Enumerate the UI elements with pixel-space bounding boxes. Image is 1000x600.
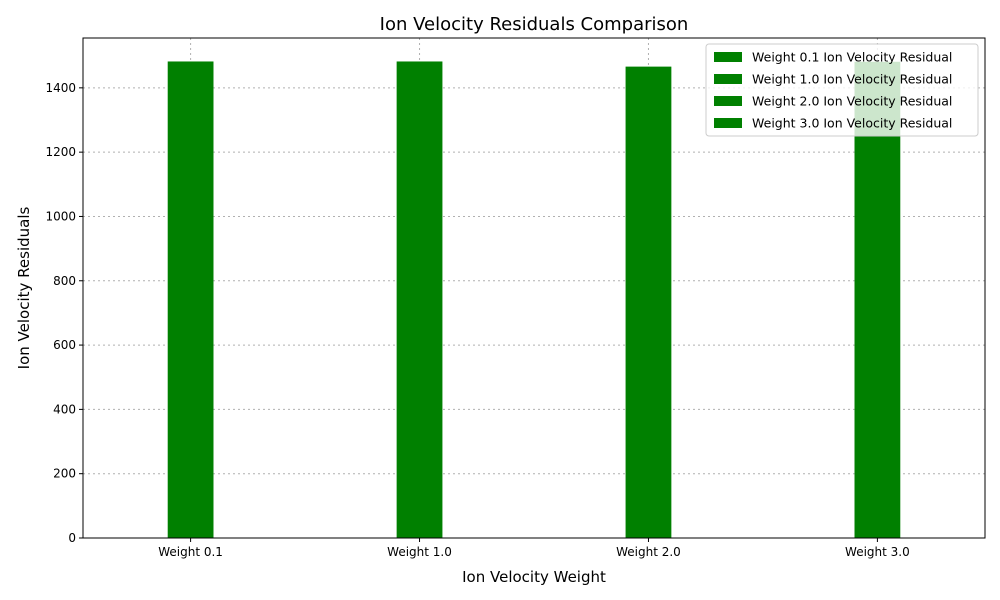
bar-1 (167, 61, 214, 539)
y-tick-label: 800 (53, 274, 76, 288)
plot-frame (82, 37, 986, 539)
legend-entry: Weight 2.0 Ion Velocity Residual (752, 94, 952, 109)
chart-title: Ion Velocity Residuals Comparison (380, 14, 689, 35)
y-tick-label: 600 (53, 338, 76, 352)
legend-swatch (714, 96, 742, 106)
bars (167, 61, 901, 539)
y-tick-label: 200 (53, 467, 76, 481)
bar-3 (625, 66, 672, 538)
bar-4 (854, 61, 901, 538)
axis-ticks: 0 200 400 600 800 1000 1200 1400 Weight 0.1 Weigh… (45, 81, 909, 559)
y-tick-label: 400 (53, 402, 76, 416)
y-axis-label: Ion Velocity Residuals (15, 206, 33, 369)
x-tick-label: Weight 1.0 (387, 545, 452, 559)
y-tick-label: 0 (68, 531, 76, 545)
legend-box (705, 43, 979, 137)
y-tick-label: 1400 (45, 81, 76, 95)
legend-swatch (714, 74, 742, 84)
legend-swatch (714, 118, 742, 128)
legend-entry: Weight 3.0 Ion Velocity Residual (752, 116, 952, 131)
legend-swatch (714, 52, 742, 62)
y-tick-label: 1000 (45, 209, 76, 223)
y-tick-label: 1200 (45, 145, 76, 159)
x-tick-label: Weight 2.0 (616, 545, 681, 559)
bar-2 (396, 61, 443, 539)
x-tick-label: Weight 0.1 (158, 545, 223, 559)
legend-entry: Weight 0.1 Ion Velocity Residual (752, 50, 952, 65)
legend-entry: Weight 1.0 Ion Velocity Residual (752, 72, 952, 87)
x-axis-label: Ion Velocity Weight (462, 568, 606, 586)
legend: Weight 0.1 Ion Velocity Residual Weight 1… (705, 43, 979, 137)
x-tick-label: Weight 3.0 (845, 545, 910, 559)
